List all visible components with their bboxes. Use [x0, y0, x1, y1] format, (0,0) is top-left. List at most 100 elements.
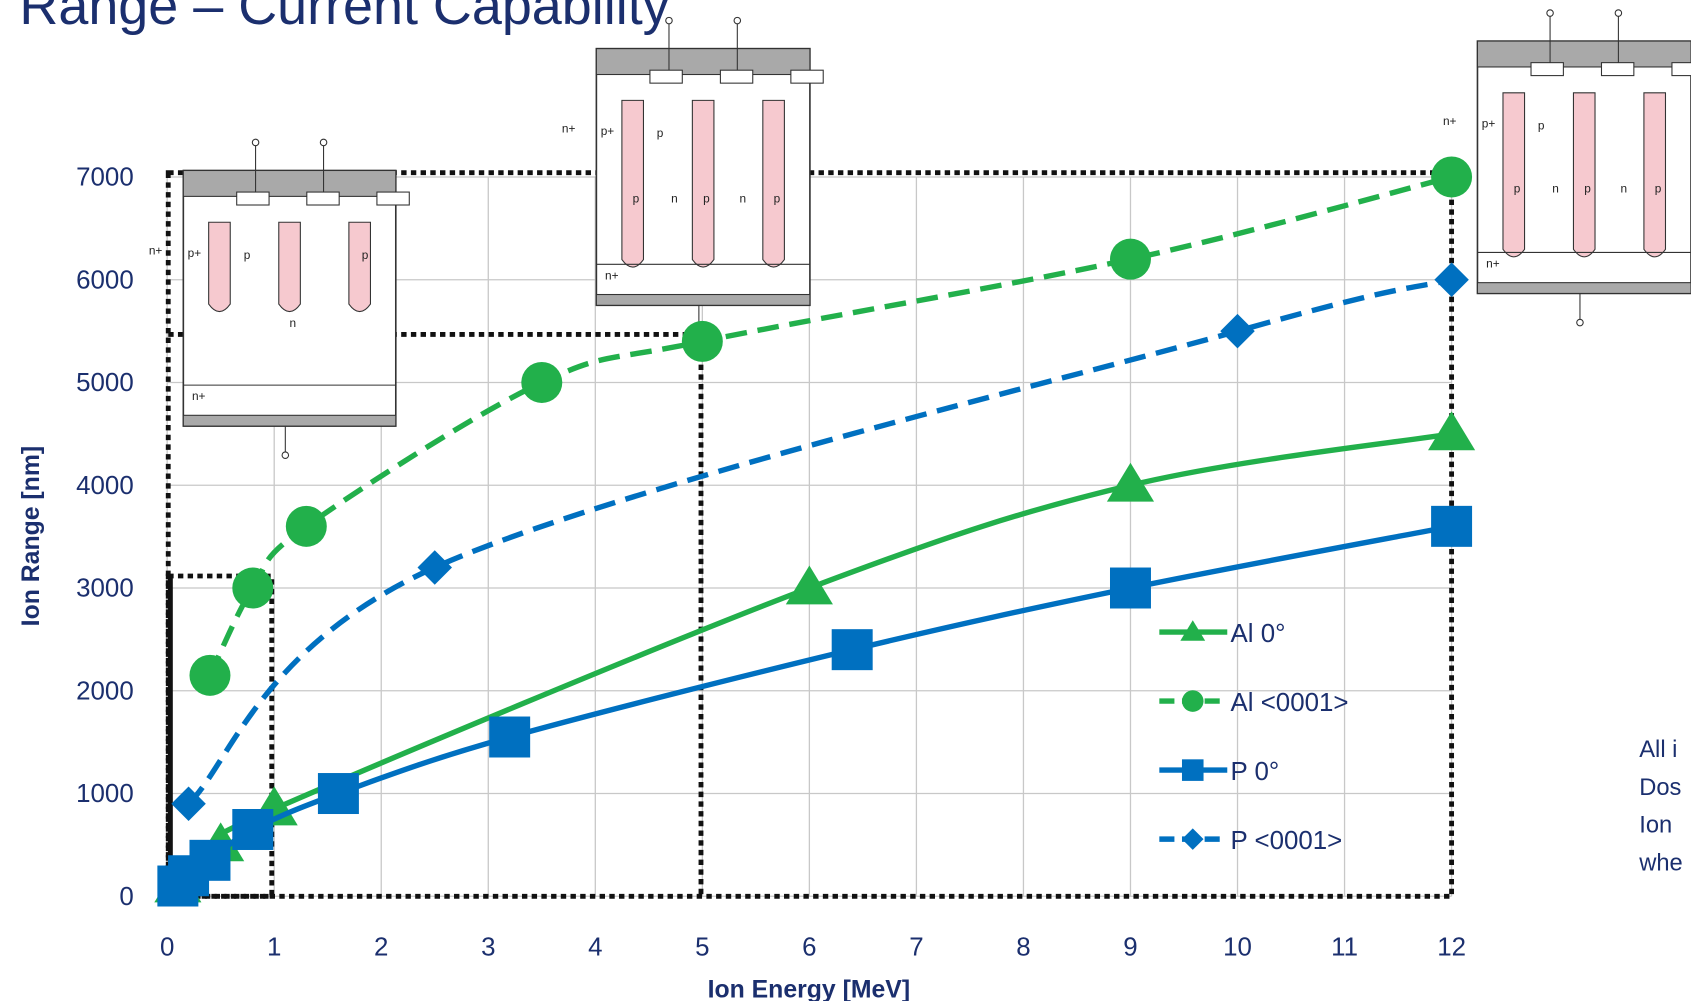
device-label: p [1538, 119, 1545, 133]
device-label: n+ [605, 268, 619, 282]
device-label: n [1552, 181, 1559, 195]
gate [237, 192, 269, 205]
annotation: Dos [1639, 775, 1681, 801]
drain [183, 415, 395, 426]
marker [189, 655, 230, 696]
drain [596, 295, 810, 306]
annotation: Ion [1639, 813, 1672, 839]
annotation: All i [1639, 737, 1677, 763]
device: n+ p+ p p n p n p n+ [562, 17, 823, 337]
marker [521, 362, 562, 403]
marker [232, 809, 273, 850]
gate [1601, 63, 1633, 76]
terminal-pin [666, 17, 672, 23]
y-tick-label: 2000 [76, 677, 134, 705]
device-label: p [244, 248, 251, 262]
y-tick-label: 4000 [76, 472, 134, 500]
gate [791, 70, 823, 83]
x-tick-label: 6 [802, 934, 816, 962]
device-top [1477, 41, 1691, 67]
y-tick-label: 0 [119, 883, 133, 911]
device-label: n+ [149, 244, 163, 258]
marker [1220, 314, 1255, 349]
device: n+p+ppnn+ [149, 139, 409, 458]
device-label: n [671, 192, 678, 206]
marker [682, 321, 723, 362]
pillar [1573, 93, 1595, 257]
marker [832, 629, 873, 670]
device-label: n+ [562, 122, 576, 136]
y-tick-label: 7000 [76, 164, 134, 192]
device-label: p [1584, 181, 1591, 195]
marker [318, 773, 359, 814]
device-label: n [290, 316, 297, 330]
device-label: p [633, 192, 640, 206]
marker [1182, 759, 1204, 781]
x-tick-label: 10 [1223, 934, 1252, 962]
marker [1110, 239, 1151, 280]
marker [1110, 568, 1151, 609]
x-tick-label: 8 [1016, 934, 1030, 962]
x-tick-label: 7 [909, 934, 923, 962]
y-tick-label: 1000 [76, 780, 134, 808]
marker [189, 840, 230, 881]
gate [650, 70, 682, 83]
gate [307, 192, 339, 205]
device-label: n+ [1443, 114, 1457, 128]
terminal-pin [252, 139, 258, 145]
pillar [692, 100, 714, 267]
pillar [763, 100, 785, 267]
drain [1477, 283, 1691, 294]
device-label: p+ [601, 124, 615, 138]
device-top [596, 49, 810, 75]
device-label: n+ [192, 389, 206, 403]
y-tick-label: 5000 [76, 369, 134, 397]
y-axis-label: Ion Range [nm] [18, 446, 45, 626]
marker [417, 550, 452, 585]
x-tick-label: 2 [374, 934, 388, 962]
terminal-pin [282, 452, 288, 458]
terminal-pin [1615, 10, 1621, 16]
legend-label: P 0° [1231, 758, 1280, 786]
marker [1434, 262, 1469, 297]
gate [720, 70, 752, 83]
device-label: p [774, 192, 781, 206]
device-label: p [703, 192, 710, 206]
x-tick-label: 4 [588, 934, 602, 962]
pillar [279, 222, 301, 311]
marker [1431, 156, 1472, 197]
marker [786, 565, 833, 604]
pillar [1503, 93, 1525, 257]
x-tick-label: 3 [481, 934, 495, 962]
legend-label: Al <0001> [1231, 689, 1349, 717]
device-label: p [1655, 181, 1662, 195]
annotations: All i Dos Ion whe [1638, 737, 1683, 876]
device-label: p [362, 248, 369, 262]
x-tick-label: 1 [267, 934, 281, 962]
marker [1431, 506, 1472, 547]
x-tick-label: 9 [1123, 934, 1137, 962]
y-tick-label: 3000 [76, 575, 134, 603]
terminal-pin [1547, 10, 1553, 16]
y-tick-label: 6000 [76, 266, 134, 294]
pillar [209, 222, 231, 311]
legend-label: Al 0° [1231, 620, 1286, 648]
pillar [1644, 93, 1666, 257]
page: {"chart_data": { "type": "line", "title"… [0, 0, 1691, 1001]
pillar [349, 222, 371, 311]
legend-label: P <0001> [1231, 827, 1343, 855]
gate [1531, 63, 1563, 76]
annotation: whe [1638, 850, 1683, 876]
x-axis-label: Ion Energy [MeV] [708, 977, 911, 1001]
device-label: n [1621, 181, 1628, 195]
device-label: n [739, 192, 746, 206]
pillar [622, 100, 644, 267]
device-label: n+ [1486, 257, 1500, 271]
marker [232, 568, 273, 609]
device-label: p [657, 126, 664, 140]
x-tick-label: 11 [1331, 934, 1358, 962]
x-tick-label: 5 [695, 934, 709, 962]
legend: Al 0° Al <0001> P 0° P <0001> [1159, 620, 1348, 855]
